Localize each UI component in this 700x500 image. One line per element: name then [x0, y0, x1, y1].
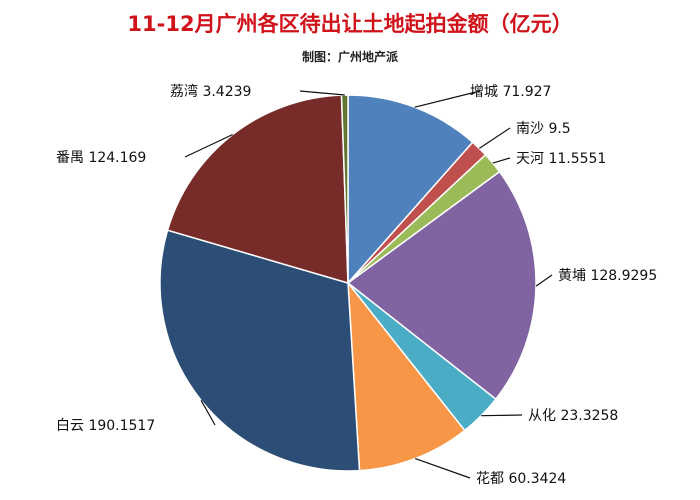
leader-line-8 [299, 90, 345, 96]
pie-slice-0 [347, 94, 474, 285]
slice-label-6: 白云 190.1517 [56, 418, 155, 434]
chart-title: 11-12月广州各区待出让土地起拍金额（亿元） [127, 12, 573, 36]
leader-line-6 [200, 400, 216, 426]
slice-label-5: 花都 60.3424 [476, 471, 566, 487]
slice-label-0: 增城 71.927 [470, 84, 551, 100]
slice-label-1: 南沙 9.5 [516, 121, 571, 137]
slice-label-4: 从化 23.3258 [528, 408, 618, 424]
pie-slice-6 [159, 229, 361, 472]
pie-slice-3 [346, 170, 537, 401]
leader-line-1 [478, 127, 511, 149]
slice-label-7: 番禺 124.169 [56, 150, 146, 166]
leader-line-5 [414, 458, 471, 479]
slice-label-2: 天河 11.5551 [516, 151, 606, 167]
leader-line-0 [414, 90, 481, 108]
leader-line-2 [492, 157, 511, 164]
chart-subtitle: 制图：广州地产派 [301, 50, 398, 64]
leader-line-4 [481, 414, 523, 417]
pie-slice-5 [347, 280, 466, 472]
slice-label-3: 黄埔 128.9295 [558, 267, 657, 284]
leader-line-7 [184, 133, 233, 158]
slice-label-8: 荔湾 3.4239 [170, 83, 251, 100]
leader-line-3 [535, 274, 553, 287]
